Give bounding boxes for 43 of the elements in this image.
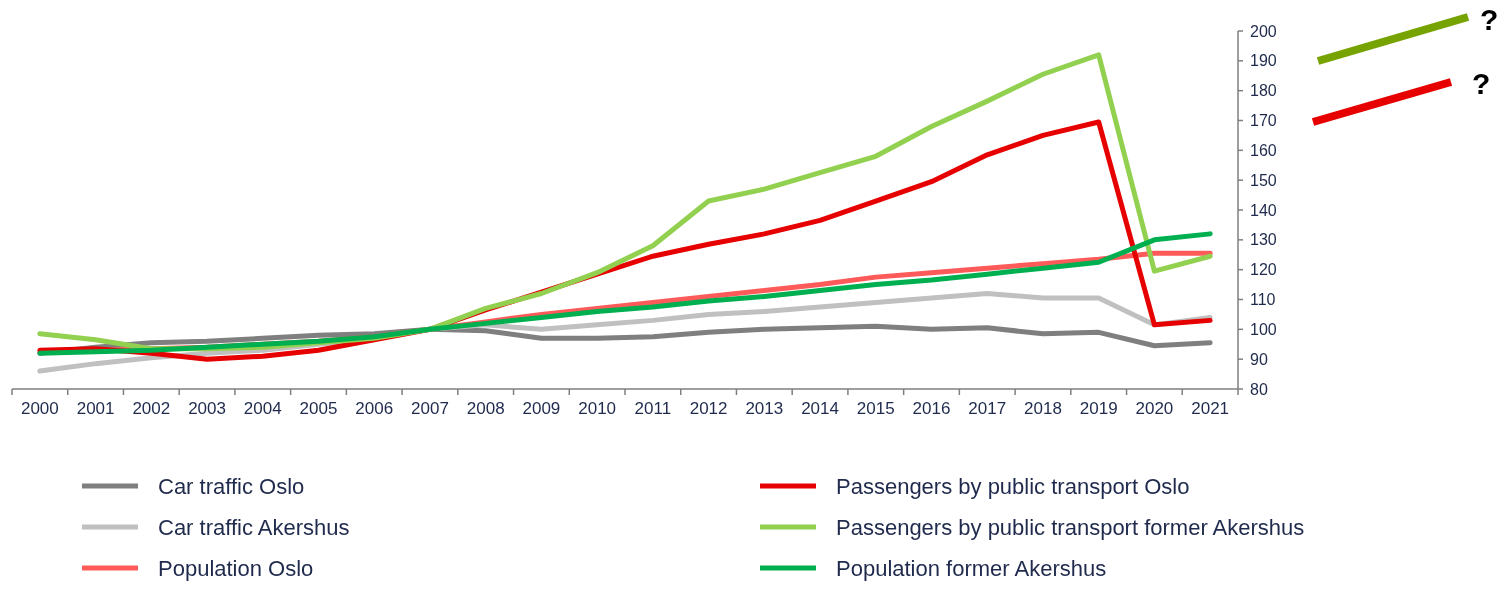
x-tick-label: 2001 [76, 399, 115, 418]
x-tick-label: 2017 [968, 399, 1007, 418]
x-tick-label: 2003 [188, 399, 226, 418]
y-tick-label: 130 [1250, 231, 1277, 249]
y-tick-label: 180 [1250, 82, 1277, 100]
legend-label: Population former Akershus [836, 555, 1107, 581]
y-tick-label: 160 [1250, 141, 1277, 159]
x-tick-label: 2013 [745, 399, 784, 418]
x-tick-label: 2019 [1079, 399, 1118, 418]
y-tick-label: 90 [1250, 350, 1268, 368]
x-tick-label: 2020 [1135, 399, 1174, 418]
y-tick-label: 150 [1250, 171, 1277, 189]
text: ? [1480, 3, 1499, 36]
y-tick-label: 140 [1250, 201, 1277, 219]
x-tick-label: 2015 [856, 399, 895, 418]
x-tick-label: 2005 [299, 399, 338, 418]
y-tick-label: 80 [1250, 380, 1268, 398]
x-tick-label: 2004 [243, 399, 282, 418]
legend-label: Car traffic Akershus [158, 514, 350, 540]
x-tick-label: 2010 [578, 399, 617, 418]
x-tick-label: 2021 [1191, 399, 1230, 418]
y-tick-label: 100 [1250, 320, 1277, 338]
x-tick-label: 2012 [689, 399, 728, 418]
y-tick-label: 190 [1250, 52, 1277, 70]
x-tick-label: 2016 [912, 399, 951, 418]
x-tick-label: 2008 [466, 399, 505, 418]
x-tick-label: 2014 [801, 399, 839, 418]
y-tick-label: 110 [1250, 291, 1276, 309]
y-tick-label: 200 [1250, 22, 1277, 40]
legend-label: Population Oslo [158, 555, 314, 581]
y-tick-label: 120 [1250, 261, 1277, 279]
y-tick-label: 170 [1250, 112, 1277, 130]
x-tick-label: 2011 [634, 399, 672, 418]
x-tick-label: 2002 [132, 399, 171, 418]
x-tick-label: 2009 [522, 399, 561, 418]
x-tick-label: 2006 [355, 399, 394, 418]
legend-label: Passengers by public transport Oslo [836, 473, 1190, 499]
legend-label: Passengers by public transport former Akershus [836, 514, 1305, 540]
x-tick-label: 2018 [1024, 399, 1062, 418]
legend-label: Car traffic Oslo [158, 473, 305, 499]
text: ? [1472, 67, 1491, 100]
x-tick-label: 2000 [20, 399, 59, 418]
x-tick-label: 2007 [411, 399, 449, 418]
